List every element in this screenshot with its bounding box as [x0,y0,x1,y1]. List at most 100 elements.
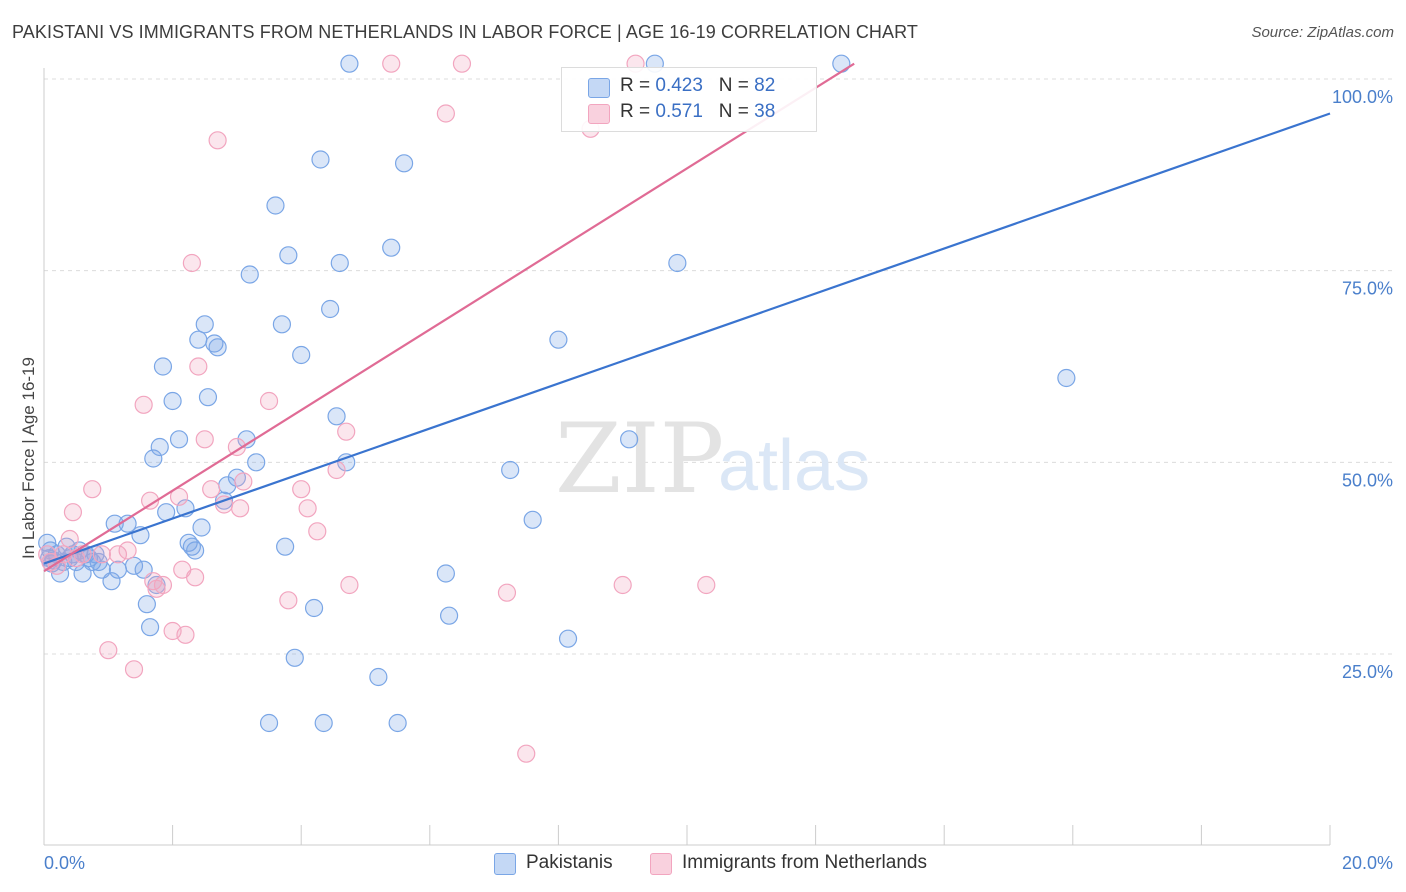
point-series0-68 [382,238,401,257]
source-credit: Source: ZipAtlas.com [1251,24,1394,41]
point-series1-35 [292,480,311,499]
point-series1-42 [436,104,455,123]
point-series0-65 [337,453,356,472]
point-series0-72 [439,606,459,625]
legend-swatch-blue [588,78,610,98]
y-tick-label-3: 100.0% [1332,87,1393,107]
legend-r-value: 0.571 [655,101,703,122]
point-series0-21 [105,514,124,533]
point-series1-9 [92,545,111,564]
point-series0-27 [137,595,156,614]
y-tick-label-1: 50.0% [1342,470,1393,490]
point-series0-45 [208,338,227,357]
point-series1-22 [176,625,195,644]
point-series0-29 [144,449,163,468]
point-series0-70 [394,154,414,173]
point-series1-28 [208,131,227,150]
point-series1-4 [60,529,79,549]
point-series1-37 [308,522,327,541]
point-series1-33 [259,391,279,411]
legend-r-label: R = [620,101,651,122]
point-series0-80 [832,54,851,73]
point-series1-49 [697,575,716,595]
point-series1-5 [63,503,83,522]
point-series0-43 [198,388,218,407]
x-tick-label-1: 20.0% [1342,853,1393,873]
point-series0-76 [558,629,578,648]
point-series1-40 [340,575,359,595]
point-series1-44 [497,583,517,602]
trend-line-series1 [43,62,855,573]
point-series0-67 [369,667,388,687]
point-series0-35 [169,430,189,449]
point-series1-31 [231,499,250,518]
point-series1-14 [134,395,153,414]
point-series0-75 [549,330,568,349]
watermark-zip: ZIP [555,403,724,515]
chart-title: PAKISTANI VS IMMIGRANTS FROM NETHERLANDS… [12,22,918,42]
point-series1-39 [337,422,356,441]
point-series0-55 [276,537,295,556]
y-axis-label: In Labor Force | Age 16-19 [19,357,38,559]
point-series0-73 [501,460,520,480]
point-series1-20 [169,487,189,506]
point-series0-40 [189,330,208,349]
point-series1-27 [202,480,221,499]
point-series1-47 [613,575,632,595]
point-series0-57 [285,648,304,667]
point-series1-43 [452,54,472,73]
point-series0-42 [195,315,214,334]
legend-n-label: N = [718,101,749,122]
point-series0-63 [327,407,346,426]
trend-lines [43,62,1331,573]
point-series1-36 [298,499,317,518]
watermark: ZIP atlas [555,403,870,515]
point-series0-56 [279,246,298,265]
point-series0-24 [124,556,144,575]
point-series0-31 [150,437,169,457]
point-series1-11 [108,545,128,564]
legend-swatch-pink [588,104,610,124]
point-series0-52 [259,713,279,733]
stats-legend: R = 0.423 N = 82 R = 0.571 N = 38 [561,67,817,132]
point-series0-59 [304,598,324,618]
point-series0-77 [620,430,639,449]
bottom-legend-swatch-blue [494,853,516,875]
point-series0-28 [140,618,160,637]
point-series0-61 [314,713,333,733]
point-series1-25 [189,357,208,376]
point-series1-26 [195,430,214,449]
bottom-legend-label: Immigrants from Netherlands [682,852,927,873]
point-series0-20 [102,572,121,591]
legend-n-value: 38 [754,101,776,122]
gridlines [44,78,1392,655]
y-tick-label-0: 25.0% [1342,662,1393,682]
point-series0-51 [247,453,266,472]
axes [43,68,1331,846]
point-series0-60 [311,150,330,169]
legend-n-value: 82 [754,75,776,96]
point-series1-24 [186,568,205,587]
legend-r-label: R = [620,75,651,96]
point-series0-34 [163,391,182,411]
point-series0-62 [321,299,340,319]
point-series1-32 [234,472,253,491]
point-series0-71 [436,564,455,583]
y-tick-label-2: 75.0% [1342,279,1393,299]
point-series0-64 [330,253,349,273]
bottom-legend-label: Pakistanis [526,852,613,873]
point-series1-10 [99,641,118,660]
point-series0-54 [272,315,292,334]
trend-line-series0 [43,112,1331,565]
point-series0-50 [240,265,259,284]
point-series0-79 [668,253,687,273]
point-series0-81 [1057,368,1076,388]
x-tick-labels: 0.0% 20.0% [44,853,1393,873]
point-series0-53 [266,196,285,215]
y-tick-labels: 25.0% 50.0% 75.0% 100.0% [1332,87,1393,682]
point-series0-69 [388,713,407,733]
point-series1-41 [382,54,401,73]
point-series1-18 [153,575,173,595]
point-series1-45 [517,744,536,763]
